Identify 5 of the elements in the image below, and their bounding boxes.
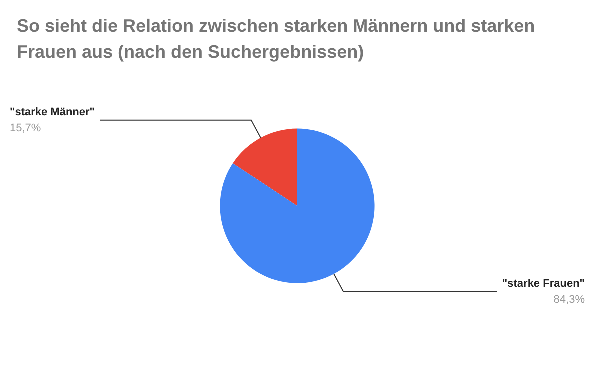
chart-title: So sieht die Relation zwischen starken Männern und starken Frauen aus (nach den Suchergebnissen) (17, 16, 540, 62)
data-label: 84,3% (554, 294, 586, 306)
slice-label: "starke Frauen" (502, 278, 585, 290)
data-label: 15,7% (10, 122, 42, 134)
slice-label: "starke Männer" (10, 106, 96, 118)
